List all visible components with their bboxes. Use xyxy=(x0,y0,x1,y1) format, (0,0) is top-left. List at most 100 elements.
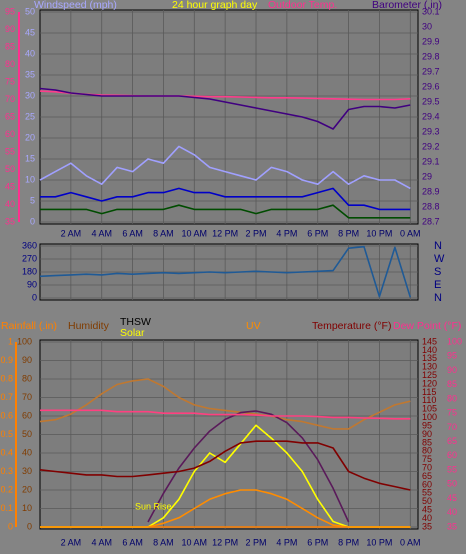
y4-tick-label: 95 xyxy=(447,351,457,361)
x-tick-label: 8 AM xyxy=(153,228,174,238)
x-tick-label: 2 PM xyxy=(245,537,266,547)
y4-tick-label: 40 xyxy=(447,507,457,517)
y-tick-label: 0.8 xyxy=(0,373,13,383)
axis-title: Windspeed (mph) xyxy=(34,0,117,11)
y-tick-label: 0.2 xyxy=(0,484,13,494)
y3-tick-label: 40 xyxy=(422,513,432,523)
y4-tick-label: 70 xyxy=(447,422,457,432)
y-tick-label: 25 xyxy=(25,111,35,121)
y3-tick-label: 65 xyxy=(5,111,15,121)
y2-tick-label: N xyxy=(434,292,442,304)
y-tick-label: 0.1 xyxy=(0,503,13,513)
y2-tick-label: 50 xyxy=(22,429,32,439)
y4-tick-label: 50 xyxy=(447,479,457,489)
y3-tick-label: 110 xyxy=(422,395,436,405)
x-tick-label: 4 PM xyxy=(276,537,297,547)
y2-tick-label: 0 xyxy=(27,521,32,531)
x-tick-label: 10 AM xyxy=(182,537,208,547)
y3-tick-label: 75 xyxy=(422,454,432,464)
series-line xyxy=(40,187,411,211)
y3-tick-label: 105 xyxy=(422,404,437,414)
y3-tick-label: 35 xyxy=(422,521,432,531)
y-tick-label: 0.4 xyxy=(0,447,13,457)
y2-tick-label: 29.6 xyxy=(422,81,440,91)
y2-tick-label: 29.1 xyxy=(422,156,440,166)
y3-tick-label: 75 xyxy=(5,76,15,86)
x-tick-label: 4 PM xyxy=(276,228,297,238)
y3-tick-label: 120 xyxy=(422,378,437,388)
y-tick-label: 10 xyxy=(25,174,35,184)
y2-tick-label: N xyxy=(434,240,442,252)
y3-tick-label: 45 xyxy=(5,181,15,191)
y-tick-label: 1 xyxy=(8,336,13,346)
y2-tick-label: 10 xyxy=(22,503,32,513)
y4-tick-label: 65 xyxy=(447,436,457,446)
x-tick-label: 10 PM xyxy=(366,537,392,547)
x-tick-label: 2 PM xyxy=(245,228,266,238)
y2-tick-label: 29.5 xyxy=(422,96,440,106)
series-line xyxy=(40,409,411,420)
y2-tick-label: 29.9 xyxy=(422,36,440,46)
axis-title: Dew Point (°F) xyxy=(393,320,461,332)
y2-tick-label: 40 xyxy=(22,447,32,457)
y3-tick-label: 80 xyxy=(5,59,15,69)
series-line xyxy=(40,489,411,528)
y-tick-label: 0.6 xyxy=(0,410,13,420)
y3-tick-label: 100 xyxy=(422,412,437,422)
legend-label: Solar xyxy=(120,327,145,339)
y3-tick-label: 140 xyxy=(422,345,437,355)
y3-tick-label: 70 xyxy=(422,463,432,473)
y-tick-label: 0.9 xyxy=(0,355,13,365)
y-tick-label: 270 xyxy=(22,253,37,263)
y3-tick-label: 40 xyxy=(5,199,15,209)
y3-tick-label: 55 xyxy=(422,488,432,498)
y2-tick-label: 29.8 xyxy=(422,51,440,61)
y2-tick-label: 100 xyxy=(17,336,32,346)
y3-tick-label: 80 xyxy=(422,446,432,456)
y3-tick-label: 130 xyxy=(422,362,437,372)
series-line xyxy=(40,204,411,219)
y2-tick-label: 28.9 xyxy=(422,186,440,196)
y2-tick-label: 29 xyxy=(422,171,432,181)
y2-tick-label: 30 xyxy=(22,466,32,476)
x-tick-label: 12 PM xyxy=(212,228,238,238)
y-tick-label: 0.5 xyxy=(0,429,13,439)
axis-title: Rainfall (.in) xyxy=(1,320,57,332)
x-tick-label: 2 AM xyxy=(61,537,82,547)
y2-tick-label: 29.2 xyxy=(422,141,440,151)
y4-tick-label: 45 xyxy=(447,493,457,503)
y2-tick-label: 30 xyxy=(422,21,432,31)
y-tick-label: 45 xyxy=(25,27,35,37)
y-tick-label: 20 xyxy=(25,132,35,142)
y2-tick-label: 28.7 xyxy=(422,216,440,226)
y4-tick-label: 100 xyxy=(447,336,462,346)
x-tick-label: 0 AM xyxy=(400,537,421,547)
axis-title: Humidity xyxy=(68,320,110,332)
x-tick-label: 10 PM xyxy=(366,228,392,238)
y4-tick-label: 85 xyxy=(447,379,457,389)
y2-tick-label: E xyxy=(434,279,441,291)
x-tick-label: 0 AM xyxy=(400,228,421,238)
y2-tick-label: 80 xyxy=(22,373,32,383)
y-tick-label: 0 xyxy=(32,292,37,302)
series-line xyxy=(39,378,411,430)
rain-axis-strip xyxy=(15,342,17,527)
x-tick-label: 6 PM xyxy=(307,228,328,238)
y-tick-label: 15 xyxy=(25,153,35,163)
x-tick-label: 4 AM xyxy=(91,228,112,238)
y2-tick-label: 20 xyxy=(22,484,32,494)
y3-tick-label: 85 xyxy=(5,41,15,51)
y-tick-label: 30 xyxy=(25,90,35,100)
series-line xyxy=(147,410,350,523)
y3-tick-label: 90 xyxy=(422,429,432,439)
y2-tick-label: 70 xyxy=(22,392,32,402)
y3-tick-label: 45 xyxy=(422,505,432,515)
y-tick-label: 0 xyxy=(30,216,35,226)
y2-tick-label: 60 xyxy=(22,410,32,420)
y3-tick-label: 85 xyxy=(422,437,432,447)
legend-label: UV xyxy=(246,320,261,332)
y3-tick-label: 95 xyxy=(422,420,432,430)
axis-title: Temperature (°F) xyxy=(312,320,391,332)
y4-tick-label: 75 xyxy=(447,408,457,418)
